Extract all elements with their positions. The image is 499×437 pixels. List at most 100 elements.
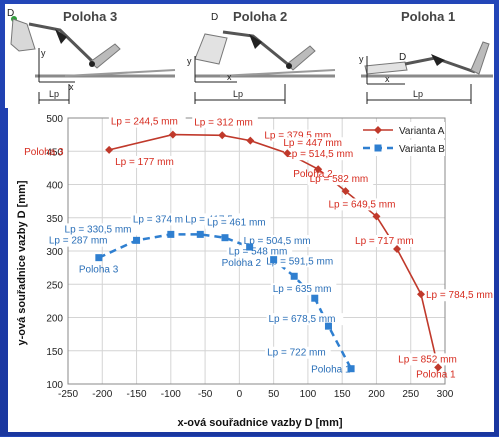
legend-marker	[374, 126, 382, 134]
label-bg	[307, 173, 374, 186]
marker-a	[314, 165, 323, 174]
lp-label: Lp	[413, 89, 423, 99]
lp-label: Lp	[233, 89, 243, 99]
position-annotation: Poloha 1	[416, 369, 456, 380]
ramp	[219, 69, 336, 77]
point-label: Lp = 717 mm	[355, 236, 414, 247]
panel-title: Poloha 2	[233, 9, 287, 24]
point-label-d: D	[399, 52, 406, 63]
pivot	[89, 61, 95, 67]
marker-a	[283, 149, 292, 158]
series-markers	[95, 130, 443, 373]
marker-a	[168, 130, 177, 139]
point-label: Lp = 244,5 mm	[111, 117, 178, 128]
label-bg	[108, 115, 186, 128]
label-bg	[353, 235, 419, 248]
y-tick-label: 350	[46, 214, 63, 225]
point-label: Lp = 287 mm	[49, 236, 108, 247]
marker-a	[105, 145, 114, 154]
marker-b	[311, 294, 319, 302]
x-tick-label: 50	[268, 389, 280, 400]
point-labels: Lp = 177 mm Lp = 244,5 mm Lp = 312 mm Lp = …	[24, 115, 499, 380]
panel-poloha-3: Poloha 3 D y x Lp	[7, 8, 176, 104]
x-axis-label: x-ová souřadnice vazby D [mm]	[177, 417, 342, 429]
legend-marker	[374, 144, 382, 152]
marker-a	[417, 290, 426, 299]
mechanism-svg: Poloha 3 D y x Lp Poloha 2 D	[7, 8, 493, 104]
marker-a	[341, 187, 350, 196]
point-label: Lp = 177 mm	[115, 157, 174, 168]
marker-b	[246, 243, 254, 251]
label-bg	[241, 235, 319, 248]
mechanism-illustrations: Poloha 3 D y x Lp Poloha 2 D	[5, 4, 494, 108]
point-label: Lp = 582 mm	[310, 174, 369, 185]
marker-b	[324, 322, 332, 330]
legend-bg	[359, 140, 445, 156]
point-label: Lp = 447 mm	[283, 138, 342, 149]
panel-poloha-1: Poloha 1 D y x Lp	[359, 9, 493, 104]
marker-b	[347, 365, 355, 373]
point-label: Lp = 852 mm	[398, 354, 457, 365]
y-tick-label: 300	[46, 247, 63, 258]
label-bg	[265, 346, 331, 359]
ramp	[64, 69, 176, 77]
marker-b	[95, 254, 103, 262]
x-tick-label: -100	[161, 389, 181, 400]
position-annotation: Poloha 3	[79, 265, 119, 276]
linkage-block	[431, 54, 445, 66]
point-label: Lp = 649,5 mm	[328, 199, 395, 210]
seat-back	[10, 18, 36, 52]
label-bg	[113, 155, 179, 168]
point-label: Lp = 722 mm	[267, 348, 326, 359]
label-bg	[396, 353, 462, 366]
lp-label: Lp	[49, 89, 59, 99]
chart-panel: -250 -200 -150 -100 -50 0 50 100 150 200 250 300 100…	[8, 108, 499, 432]
marker-b	[290, 272, 298, 280]
y-label: y	[187, 56, 192, 66]
pivot	[286, 63, 292, 69]
point-label: Lp = 374 mm	[133, 214, 192, 225]
label-bg	[46, 234, 113, 247]
y-tick-label: 100	[46, 380, 63, 391]
marker-b	[167, 230, 175, 238]
point-label-d: D	[211, 12, 218, 23]
point-label: Lp = 635 mm	[273, 284, 332, 295]
x-label: x	[227, 72, 232, 82]
legend-bg	[359, 122, 445, 138]
x-tick-label: 150	[334, 389, 351, 400]
linkage-block	[55, 29, 67, 44]
label-bg	[264, 255, 341, 268]
x-label: x	[69, 82, 74, 92]
legend: Varianta A Varianta B	[359, 122, 445, 156]
x-tick-label: 250	[402, 389, 419, 400]
point-label: Lp = 678,5 mm	[268, 314, 335, 325]
marker-b	[133, 236, 141, 244]
y-tick-label: 400	[46, 181, 63, 192]
position-annotation: Poloha 2	[222, 258, 262, 269]
label-bg	[62, 223, 140, 236]
point-label-d: D	[7, 8, 14, 19]
marker-a	[434, 363, 443, 372]
label-bg	[266, 313, 344, 326]
scatter-chart: -250 -200 -150 -100 -50 0 50 100 150 200 250 300 100…	[16, 114, 499, 429]
seat-back	[364, 61, 408, 75]
y-label: y	[359, 54, 364, 64]
point-label: Lp = 504,5 mm	[244, 236, 311, 247]
label-bg	[226, 245, 293, 258]
x-label: x	[385, 74, 390, 84]
x-tick-label: -200	[92, 389, 112, 400]
point-label: Lp = 330,5 mm	[65, 224, 132, 235]
y-tick-label: 450	[46, 147, 63, 158]
marker-b	[196, 230, 204, 238]
point-label: Lp = 514,5 mm	[286, 149, 353, 160]
label-bg	[326, 198, 404, 211]
label-bg	[424, 289, 499, 302]
panel-poloha-2: Poloha 2 D y x Lp	[187, 9, 336, 104]
x-tick-label: 0	[237, 389, 243, 400]
label-bg	[192, 116, 258, 129]
marker-a	[246, 136, 255, 145]
label-bg	[130, 213, 197, 226]
linkage-arm	[222, 30, 291, 68]
position-annotation: Poloha 2	[293, 169, 333, 180]
legend-label: Varianta A	[399, 126, 445, 137]
